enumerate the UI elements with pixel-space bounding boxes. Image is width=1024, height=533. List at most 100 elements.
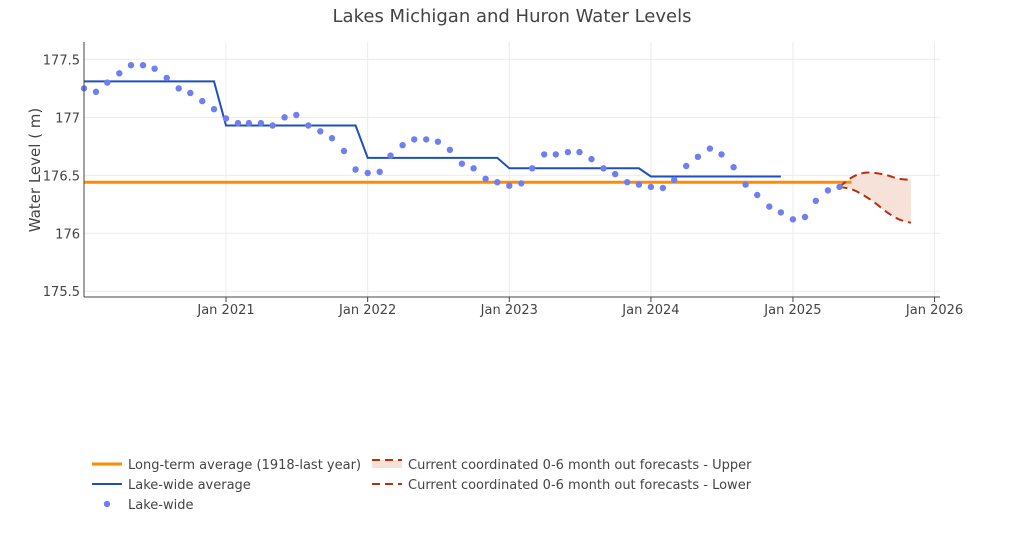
y-tick-label: 175.5 [43,285,80,300]
lake-wide-point [777,209,785,216]
lake-wide-point [494,179,501,186]
lake-wide-point [683,162,690,170]
lake-wide-point [647,183,655,191]
legend-label: Lake-wide [128,498,193,513]
lake-wide-point [552,151,559,158]
forecast-band-layer [839,172,911,223]
y-axis-label: Water Level ( m) [26,108,44,233]
lake-wide-point [340,147,348,155]
legend-label: Lake-wide average [128,478,251,493]
lake-wide-point [812,197,819,204]
lake-wide-point [175,85,182,92]
lake-wide-point [399,142,406,149]
y-tick-label: 177 [55,111,80,126]
legend-label: Current coordinated 0-6 month out foreca… [408,458,752,473]
lake-wide-point [706,145,714,152]
lake-wide-point [387,152,394,159]
lake-wide-point [222,115,230,122]
lake-wide-point [482,175,489,182]
x-tick-label: Jan 2022 [338,303,396,318]
lake-wide-point [139,61,147,69]
lake-wide-point [718,151,725,158]
lake-wide-point [92,88,100,96]
legend-item: Lake-wide [103,498,193,513]
lake-wide-point [293,111,300,119]
legend-swatch [103,500,111,508]
lake-wide-point [635,181,643,188]
lake-wide-point [411,136,418,143]
lake-wide-point [541,151,548,158]
lake-wide-point [187,89,194,97]
lake-wide-point [659,184,667,192]
lake-wide-point [199,97,206,105]
lake-wide-point [446,146,454,153]
chart-legend: Long-term average (1918-last year) Lake-w… [92,458,752,513]
forecast-upper-line [838,171,911,188]
lake-wide-point [588,155,595,163]
legend-swatch-fill [372,460,402,468]
lake-wide-point [328,135,336,142]
y-tick-label: 176.5 [43,169,80,184]
x-tick-label: Jan 2024 [621,303,679,318]
axis-layer: 175.5 176 176.5 177 177.5 Jan 2021 Jan 2022 Jan… [43,42,963,318]
lake-wide-point [470,165,477,172]
lake-wide-point [151,65,158,72]
lake-wide-point [824,187,832,194]
lake-wide-point [730,164,737,171]
lake-wide-point [210,106,218,113]
lake-wide-point [352,166,359,173]
lake-wide-point [836,183,843,191]
lake-wide-point [671,176,678,184]
lake-wide-point [376,168,383,175]
lake-wide-point [600,165,607,172]
lake-wide-point [564,148,572,156]
forecast-lower-line [839,185,912,224]
lake-wide-point [245,119,253,127]
chart-title: Lakes Michigan and Huron Water Levels [333,6,692,27]
lake-wide-point [281,114,288,121]
y-tick-label: 176 [55,227,80,242]
lake-wide-point [529,165,536,172]
x-tick-label: Jan 2023 [480,303,538,318]
lake-wide-point [116,70,123,77]
legend-item: Current coordinated 0-6 month out foreca… [372,478,752,493]
lake-wide-point [434,138,442,145]
x-tick-label: Jan 2026 [905,303,963,318]
lake-wide-point [518,180,525,187]
legend-item: Current coordinated 0-6 month out foreca… [372,458,752,473]
lake-wide-point [801,213,809,221]
lake-wide-point [163,74,170,82]
lake-wide-point [742,181,749,188]
lake-wide-point [104,79,111,86]
lake-wide-point [257,119,265,127]
y-tick-label: 177.5 [43,53,80,68]
legend-item: Lake-wide average [92,478,251,493]
lake-wide-point [624,179,631,186]
series-line-layer [84,80,912,224]
lake-wide-point [789,216,797,223]
lake-wide-point [317,128,324,135]
forecast-band-area [839,172,911,223]
x-tick-label: Jan 2021 [196,303,254,318]
lake-wide-point [766,203,773,210]
lake-wide-point [127,61,135,69]
lake-wide-markers-layer [80,61,843,223]
lake-wide-point [576,148,583,156]
x-tick-label: Jan 2025 [763,303,821,318]
legend-label: Current coordinated 0-6 month out foreca… [408,478,752,493]
lake-wide-point [612,170,619,178]
lake-wide-point [506,182,513,189]
legend-label: Long-term average (1918-last year) [128,458,361,473]
lake-wide-point [364,169,371,177]
lake-wide-point [458,160,466,167]
lake-wide-point [305,122,312,129]
lake-wide-point [754,191,761,199]
lake-wide-average-line [84,80,781,178]
lake-wide-point [423,136,430,143]
lake-wide-point [234,119,242,127]
grid-layer [84,42,940,297]
legend-item: Long-term average (1918-last year) [92,458,361,473]
lake-wide-point [694,153,702,160]
lake-wide-point [269,122,276,129]
